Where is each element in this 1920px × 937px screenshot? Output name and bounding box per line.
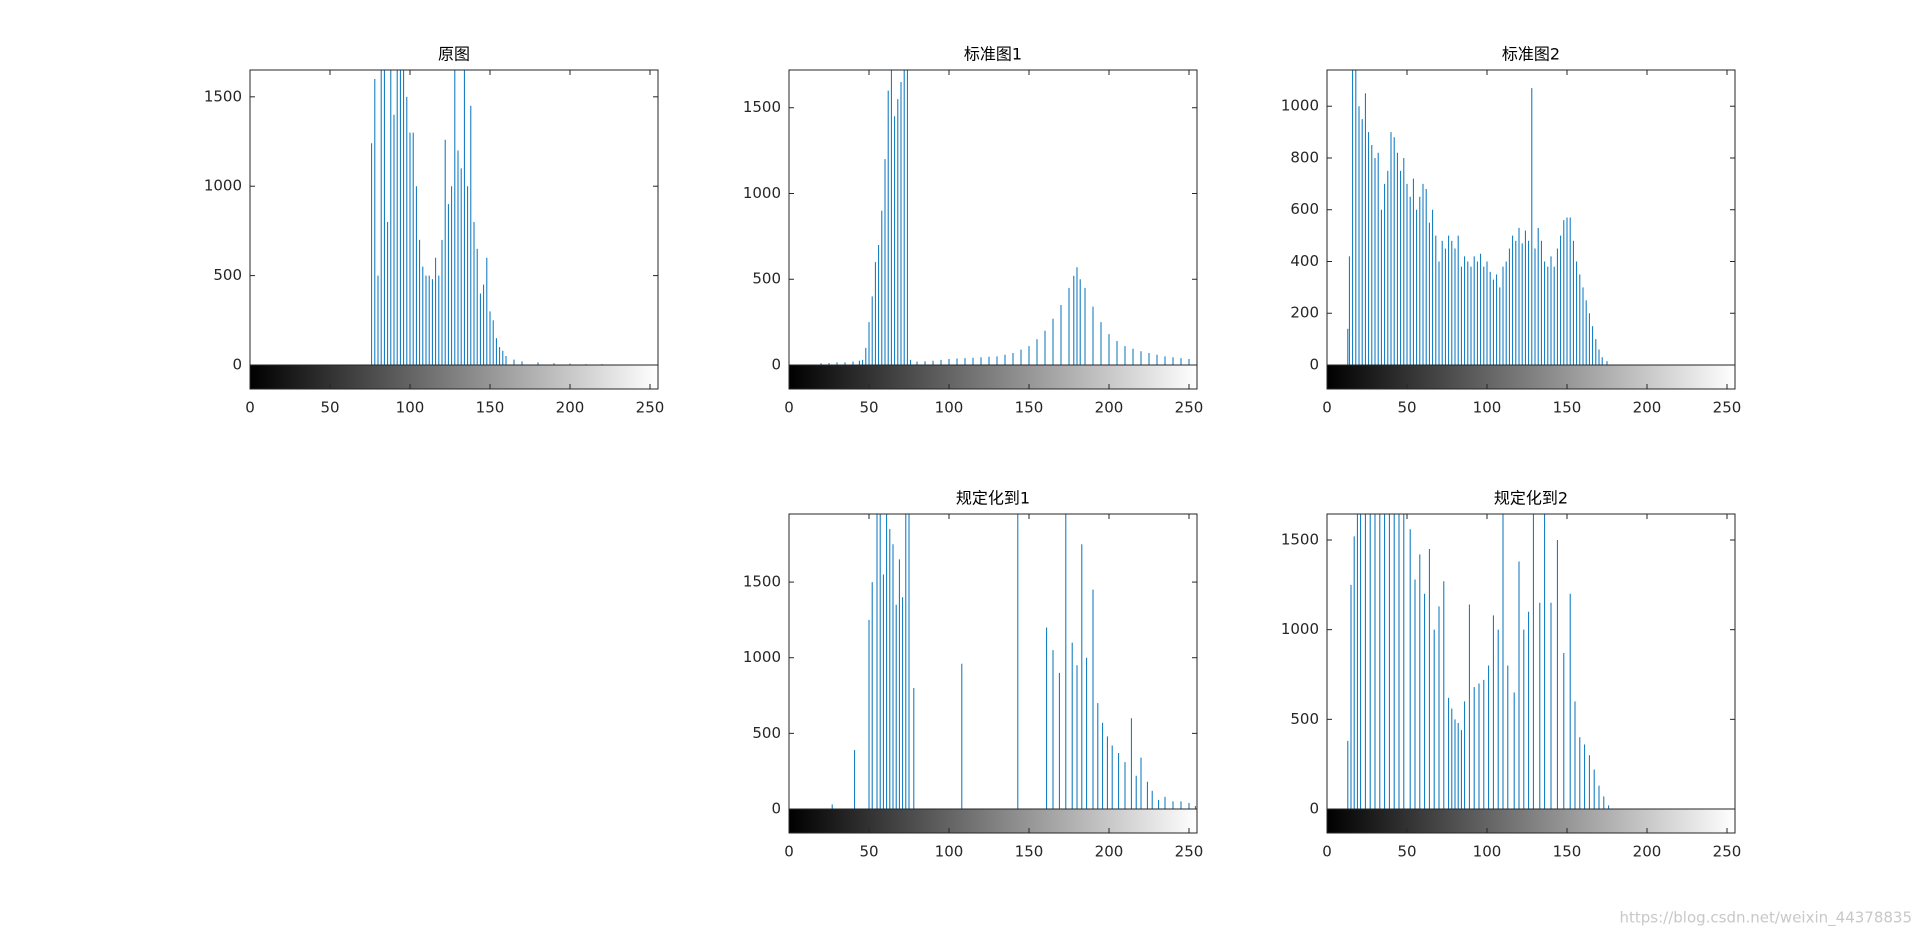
y-tick-label: 0 xyxy=(1309,800,1319,818)
x-tick-label: 200 xyxy=(556,399,585,417)
y-tick-label: 1000 xyxy=(1281,97,1319,115)
y-tick-label: 0 xyxy=(232,356,242,374)
y-tick-label: 0 xyxy=(1309,356,1319,374)
x-tick-label: 50 xyxy=(859,399,878,417)
plot-area xyxy=(1347,514,1610,809)
x-tick-label: 250 xyxy=(1713,843,1742,861)
x-tick-label: 200 xyxy=(1633,399,1662,417)
plot-area xyxy=(371,70,603,365)
y-tick-label: 1000 xyxy=(743,648,781,666)
y-tick-label: 1000 xyxy=(1281,620,1319,638)
y-tick-label: 0 xyxy=(771,356,781,374)
chart-title: 规定化到2 xyxy=(1494,489,1568,508)
x-tick-label: 200 xyxy=(1095,399,1124,417)
watermark: https://blog.csdn.net/weixin_44378835 xyxy=(1619,909,1912,928)
y-tick-label: 800 xyxy=(1290,148,1319,166)
x-tick-label: 50 xyxy=(859,843,878,861)
x-tick-label: 150 xyxy=(1015,399,1044,417)
colorbar xyxy=(788,364,1198,390)
y-tick-label: 400 xyxy=(1290,252,1319,270)
x-tick-label: 50 xyxy=(320,399,339,417)
x-tick-label: 250 xyxy=(636,399,665,417)
chart-title: 规定化到1 xyxy=(956,489,1030,508)
plot-area xyxy=(1347,70,1608,365)
x-tick-label: 100 xyxy=(935,843,964,861)
x-tick-label: 250 xyxy=(1175,843,1204,861)
x-tick-label: 100 xyxy=(935,399,964,417)
y-tick-label: 200 xyxy=(1290,304,1319,322)
x-tick-label: 100 xyxy=(1473,399,1502,417)
y-tick-label: 1000 xyxy=(204,177,242,195)
chart-title: 标准图1 xyxy=(964,45,1022,64)
x-tick-label: 250 xyxy=(1175,399,1204,417)
y-tick-label: 500 xyxy=(752,270,781,288)
colorbar xyxy=(788,808,1198,834)
y-tick-label: 1500 xyxy=(743,98,781,116)
x-tick-label: 0 xyxy=(1322,399,1332,417)
x-tick-label: 50 xyxy=(1397,399,1416,417)
y-tick-label: 1500 xyxy=(743,573,781,591)
x-tick-label: 250 xyxy=(1713,399,1742,417)
x-tick-label: 200 xyxy=(1633,843,1662,861)
x-tick-label: 150 xyxy=(476,399,505,417)
x-tick-label: 0 xyxy=(784,843,794,861)
colorbar xyxy=(249,364,659,390)
x-tick-label: 200 xyxy=(1095,843,1124,861)
y-tick-label: 500 xyxy=(752,724,781,742)
y-tick-label: 600 xyxy=(1290,200,1319,218)
plot-area xyxy=(820,70,1197,365)
x-tick-label: 150 xyxy=(1553,399,1582,417)
x-tick-label: 150 xyxy=(1015,843,1044,861)
x-tick-label: 100 xyxy=(396,399,425,417)
y-tick-label: 1000 xyxy=(743,184,781,202)
x-tick-label: 50 xyxy=(1397,843,1416,861)
x-tick-label: 100 xyxy=(1473,843,1502,861)
y-tick-label: 0 xyxy=(771,800,781,818)
x-tick-label: 150 xyxy=(1553,843,1582,861)
x-tick-label: 0 xyxy=(784,399,794,417)
colorbar xyxy=(1326,808,1736,834)
chart-title: 原图 xyxy=(438,45,470,64)
y-tick-label: 500 xyxy=(213,266,242,284)
x-tick-label: 0 xyxy=(1322,843,1332,861)
chart-title: 标准图2 xyxy=(1502,45,1560,64)
y-tick-label: 500 xyxy=(1290,710,1319,728)
y-tick-label: 1500 xyxy=(204,87,242,105)
y-tick-label: 1500 xyxy=(1281,531,1319,549)
colorbar xyxy=(1326,364,1736,390)
x-tick-label: 0 xyxy=(245,399,255,417)
plot-area xyxy=(831,514,1196,809)
